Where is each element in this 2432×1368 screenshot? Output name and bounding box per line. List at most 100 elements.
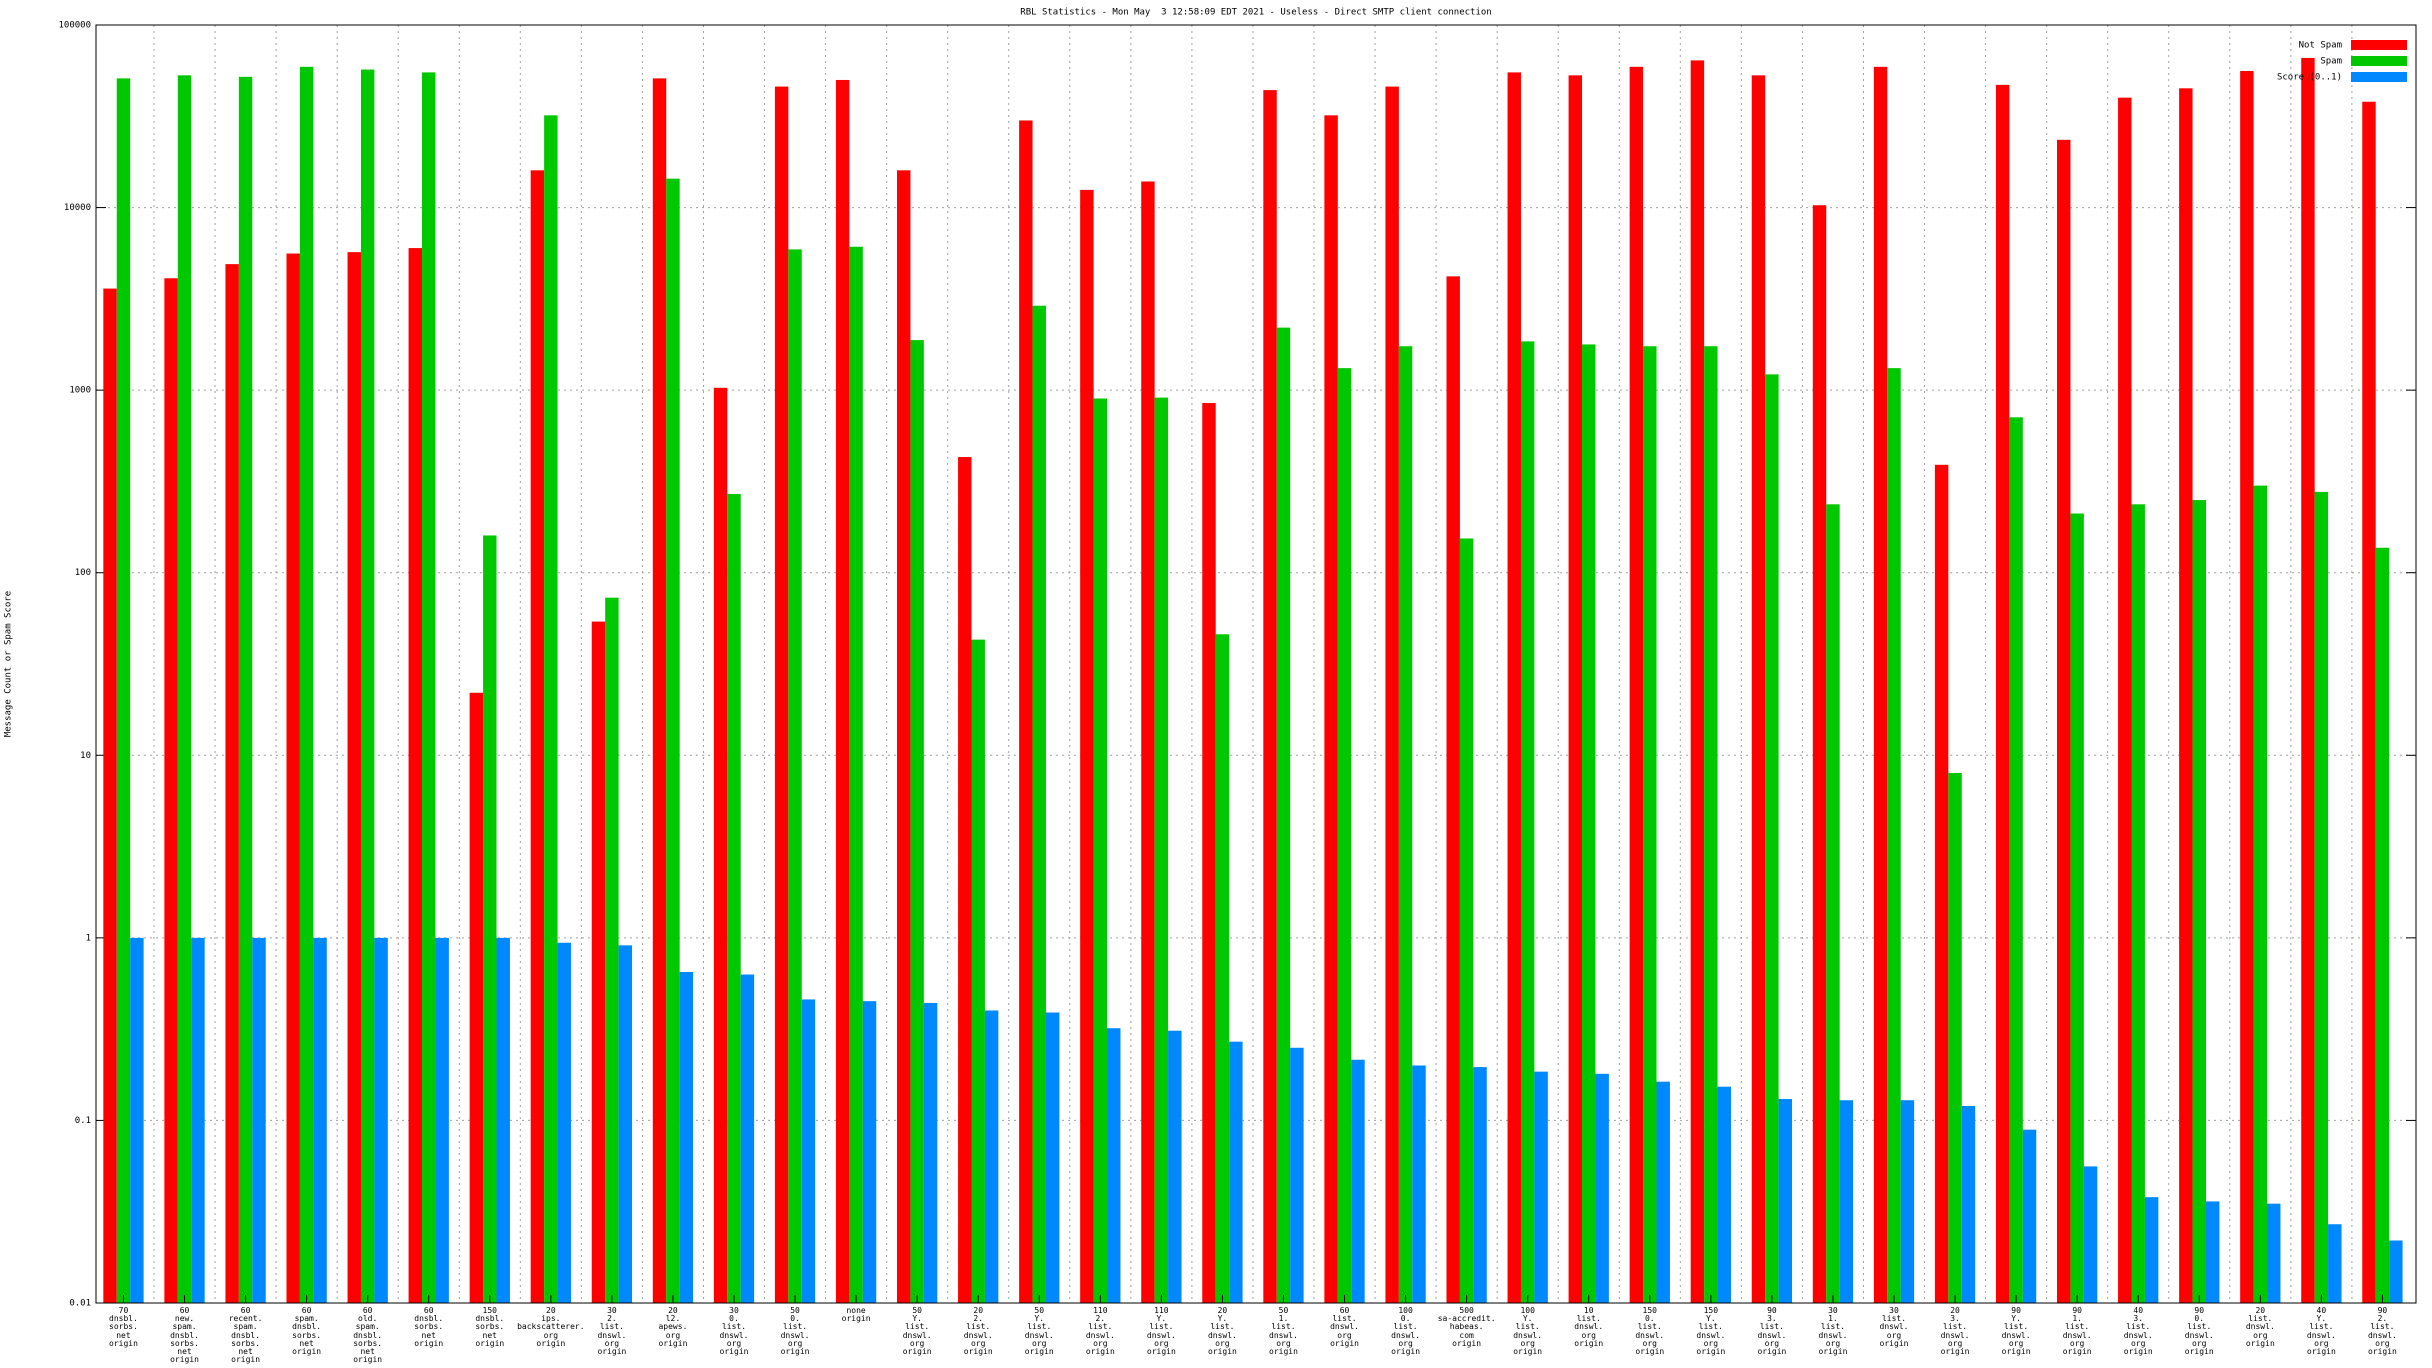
x-tick-label: 10 list. dnswl. org origin: [1574, 1306, 1604, 1348]
bar: [1690, 60, 1705, 1304]
x-tick-label: 60 list. dnswl. org origin: [1330, 1306, 1359, 1348]
legend-swatch: [2351, 72, 2407, 82]
bar: [2083, 1166, 2098, 1303]
x-tick-label: 100 0. list. dnswl. org origin: [1391, 1306, 1421, 1357]
bar: [422, 72, 436, 1304]
x-tick-label: 60 old. spam. dnsbl. sorbs. net origin: [353, 1306, 383, 1365]
x-tick-label: 50 Y. list. dnswl. org origin: [902, 1306, 932, 1357]
bar: [801, 999, 816, 1303]
bar: [1582, 344, 1596, 1303]
bar: [360, 69, 375, 1303]
bar: [1290, 1047, 1304, 1303]
bar: [1473, 1067, 1487, 1303]
x-tick-label: 20 ips. backscatterer. org origin: [517, 1306, 585, 1348]
x-tick-label: 20 3. list. dnswl. org origin: [1940, 1306, 1970, 1357]
bar: [2144, 1197, 2159, 1303]
bar: [1704, 346, 1718, 1303]
bar: [1629, 66, 1644, 1303]
bar: [835, 79, 850, 1303]
bar: [2179, 88, 2193, 1304]
chart-title: RBL Statistics - Mon May 3 12:58:09 EDT …: [1020, 8, 1491, 18]
bar: [1141, 181, 1155, 1303]
x-tick-label: 60 spam. dnsbl. sorbs. net origin: [292, 1306, 322, 1357]
x-tick-label: 40 3. list. dnswl. org origin: [2123, 1306, 2153, 1357]
x-tick-label: 50 Y. list. dnswl. org origin: [1024, 1306, 1054, 1357]
bar: [652, 78, 667, 1304]
x-tick-label: 60 dnsbl. sorbs. net origin: [414, 1306, 444, 1348]
bar: [591, 621, 606, 1303]
x-tick-label: 150 0. list. dnswl. org origin: [1635, 1306, 1665, 1357]
x-tick-label: 60 recent. spam. dnsbl. sorbs. net origi…: [228, 1306, 263, 1365]
x-tick-label: 90 2. list. dnswl. org origin: [2367, 1306, 2397, 1357]
bar: [1873, 66, 1888, 1303]
bar: [1839, 1100, 1854, 1303]
bar: [2253, 485, 2268, 1303]
bar: [1656, 1081, 1670, 1303]
x-tick-label: 20 list. dnswl. org origin: [2245, 1306, 2275, 1348]
x-tick-label: 90 1. list. dnswl. org origin: [2062, 1306, 2092, 1357]
bar: [1168, 1030, 1182, 1303]
bar: [1900, 1100, 1915, 1303]
bar: [557, 942, 571, 1303]
bar: [1398, 346, 1413, 1303]
bar: [849, 246, 863, 1304]
bar: [1717, 1086, 1731, 1303]
x-tick-label: 20 l2. apews. org origin: [658, 1306, 688, 1348]
bar: [1934, 464, 1949, 1304]
bar: [2057, 139, 2071, 1303]
bar: [544, 115, 558, 1304]
legend-swatch: [2351, 40, 2407, 50]
bar: [1229, 1041, 1243, 1303]
bar: [225, 264, 239, 1303]
plot-frame: [95, 24, 2417, 1304]
bar: [740, 974, 755, 1303]
y-tick-label: 1: [86, 933, 91, 943]
y-tick-label: 100000: [58, 21, 91, 31]
bar: [252, 937, 266, 1303]
bar: [177, 75, 192, 1303]
bar: [984, 1010, 999, 1303]
bar: [1826, 504, 1840, 1303]
bar: [788, 249, 802, 1303]
y-tick-label: 0.01: [69, 1299, 91, 1309]
bar: [496, 937, 510, 1303]
legend-swatch: [2351, 56, 2407, 66]
bar: [958, 457, 972, 1303]
bar: [1351, 1059, 1365, 1303]
y-tick-label: 0.1: [75, 1116, 91, 1126]
bar: [897, 170, 911, 1304]
bar: [286, 253, 300, 1303]
y-tick-label: 1000: [69, 386, 91, 396]
bar: [238, 76, 253, 1303]
bar: [666, 178, 680, 1304]
x-tick-label: 20 2. list. dnswl. org origin: [963, 1306, 993, 1357]
x-tick-label: 90 3. list. dnswl. org origin: [1757, 1306, 1787, 1357]
bar: [1595, 1073, 1609, 1303]
legend-label: Score (0..1): [2277, 73, 2342, 83]
bar: [910, 340, 924, 1303]
y-axis-label: Message Count or Spam Score: [4, 591, 14, 737]
legend-label: Not Spam: [2299, 41, 2342, 51]
bar: [971, 639, 985, 1303]
bar: [2118, 97, 2132, 1304]
x-tick-label: 150 dnsbl. sorbs. net origin: [475, 1306, 505, 1348]
x-tick-label: 40 Y. list. dnswl. org origin: [2306, 1306, 2336, 1357]
x-tick-label: 100 Y. list. dnswl. org origin: [1513, 1306, 1543, 1357]
bar: [1765, 374, 1779, 1304]
bar: [469, 692, 484, 1303]
bar: [2131, 504, 2145, 1303]
bar: [679, 972, 694, 1303]
bar: [347, 252, 361, 1303]
bar: [408, 248, 423, 1303]
bar: [299, 66, 314, 1303]
bar: [1385, 86, 1399, 1303]
bar: [1202, 403, 1216, 1303]
bar: [1507, 72, 1521, 1304]
bar: [618, 945, 633, 1303]
bar: [1045, 1012, 1060, 1303]
bar: [727, 493, 741, 1303]
bar: [862, 1001, 877, 1303]
bar: [2301, 57, 2315, 1303]
